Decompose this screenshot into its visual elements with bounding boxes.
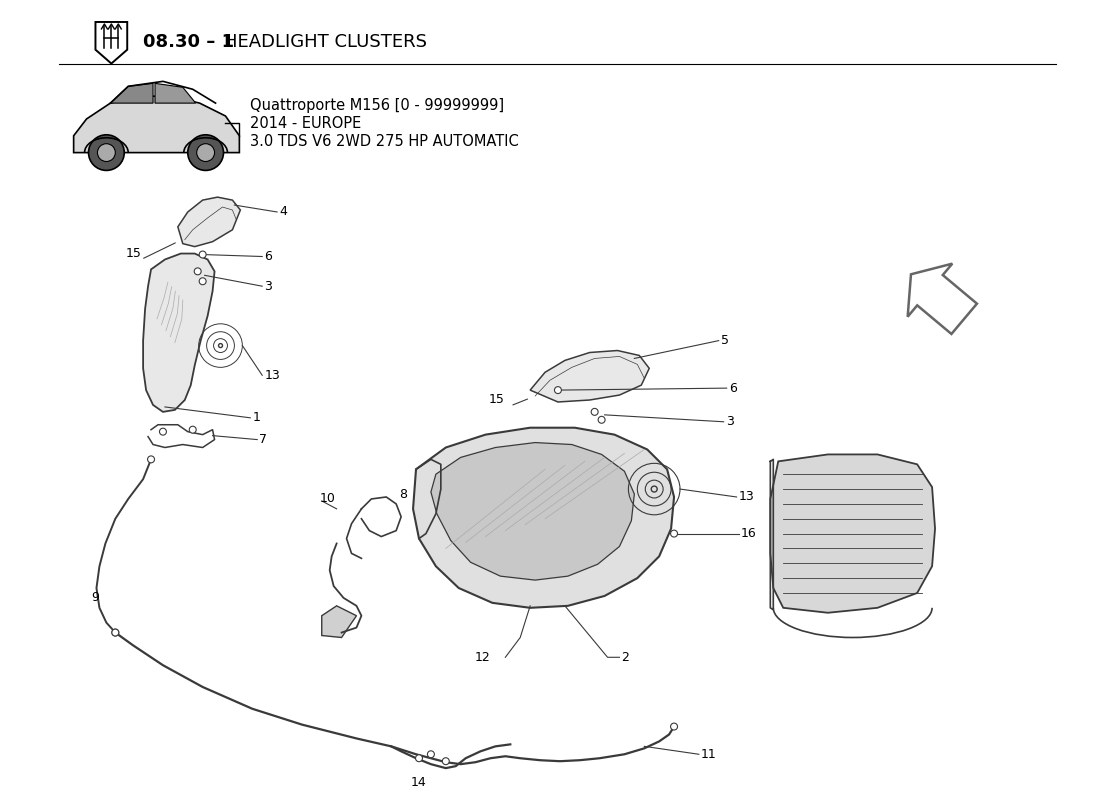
Text: 3: 3 bbox=[264, 280, 272, 293]
Text: 9: 9 bbox=[91, 591, 99, 605]
Text: 5: 5 bbox=[720, 334, 728, 347]
Polygon shape bbox=[110, 83, 153, 103]
Polygon shape bbox=[155, 83, 196, 103]
Circle shape bbox=[98, 144, 116, 162]
Polygon shape bbox=[321, 606, 356, 638]
Circle shape bbox=[88, 134, 124, 170]
Circle shape bbox=[199, 278, 206, 285]
Text: 08.30 – 1: 08.30 – 1 bbox=[143, 33, 241, 50]
Circle shape bbox=[195, 268, 201, 275]
Polygon shape bbox=[431, 442, 635, 580]
Circle shape bbox=[442, 758, 449, 765]
Circle shape bbox=[671, 723, 678, 730]
Polygon shape bbox=[178, 197, 241, 246]
Text: 15: 15 bbox=[125, 246, 141, 259]
Polygon shape bbox=[770, 454, 935, 613]
Circle shape bbox=[147, 456, 154, 463]
Text: 1: 1 bbox=[252, 411, 260, 424]
Circle shape bbox=[112, 629, 119, 636]
Circle shape bbox=[112, 629, 119, 636]
Text: 8: 8 bbox=[399, 487, 407, 501]
Text: 6: 6 bbox=[264, 250, 272, 263]
Circle shape bbox=[188, 134, 223, 170]
Text: 11: 11 bbox=[701, 748, 716, 761]
Text: Quattroporte M156 [0 - 99999999]: Quattroporte M156 [0 - 99999999] bbox=[251, 98, 505, 113]
Circle shape bbox=[160, 428, 166, 435]
Text: 15: 15 bbox=[488, 393, 504, 406]
Polygon shape bbox=[74, 96, 240, 153]
Circle shape bbox=[189, 426, 196, 433]
Text: 10: 10 bbox=[320, 493, 336, 506]
Polygon shape bbox=[908, 264, 977, 334]
Circle shape bbox=[598, 416, 605, 423]
Polygon shape bbox=[412, 428, 674, 608]
Text: 13: 13 bbox=[264, 369, 279, 382]
Text: 4: 4 bbox=[279, 206, 287, 218]
Text: 6: 6 bbox=[728, 382, 737, 394]
Text: 3: 3 bbox=[726, 415, 734, 428]
Text: 2014 - EUROPE: 2014 - EUROPE bbox=[251, 116, 362, 131]
Circle shape bbox=[197, 144, 215, 162]
Polygon shape bbox=[143, 254, 214, 412]
Text: 14: 14 bbox=[411, 776, 427, 789]
Text: HEADLIGHT CLUSTERS: HEADLIGHT CLUSTERS bbox=[224, 33, 428, 50]
Circle shape bbox=[554, 386, 561, 394]
Text: 16: 16 bbox=[740, 527, 757, 540]
Circle shape bbox=[199, 251, 206, 258]
Circle shape bbox=[591, 409, 598, 415]
Circle shape bbox=[416, 754, 422, 762]
Text: 2: 2 bbox=[621, 650, 629, 664]
Polygon shape bbox=[530, 350, 649, 402]
Circle shape bbox=[671, 530, 678, 537]
Text: 3.0 TDS V6 2WD 275 HP AUTOMATIC: 3.0 TDS V6 2WD 275 HP AUTOMATIC bbox=[251, 134, 519, 149]
Text: 13: 13 bbox=[738, 490, 755, 503]
Text: 7: 7 bbox=[260, 433, 267, 446]
Text: 12: 12 bbox=[475, 650, 491, 664]
Circle shape bbox=[428, 751, 435, 758]
